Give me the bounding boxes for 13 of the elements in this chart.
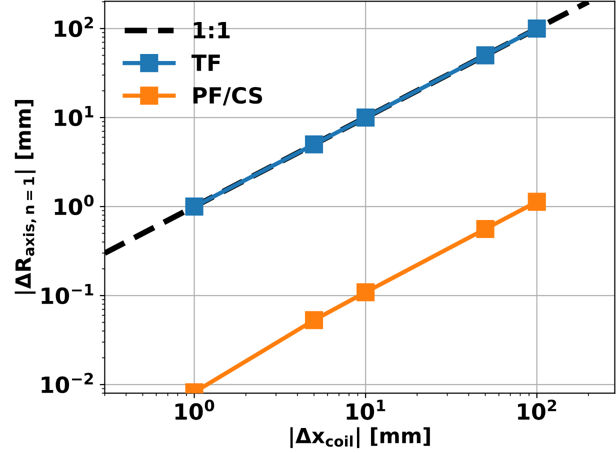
x-tick-label: 10$^{0}$: [175, 400, 214, 420]
x-axis-title: |Δx$_{coil}$| [mm]: [290, 427, 430, 448]
x-tick-label: 10$^{1}$: [346, 400, 386, 420]
y-tick-label: 10$^{−2}$: [42, 372, 93, 394]
y-tick-label: 10$^{1}$: [54, 106, 94, 126]
legend-label: 1:1: [194, 22, 230, 38]
y-tick-label: 10$^{0}$: [54, 194, 94, 216]
legend-label: PF/CS: [193, 86, 262, 106]
y-axis-title: |ΔR$_{axis,n=1}$| [mm]: [14, 100, 36, 294]
y-tick-label: 10$^{2}$: [54, 16, 93, 38]
x-tick-label: 10$^{2}$: [518, 400, 556, 420]
legend-label: TF: [191, 54, 220, 71]
y-tick-label: 10$^{−1}$: [42, 284, 94, 304]
